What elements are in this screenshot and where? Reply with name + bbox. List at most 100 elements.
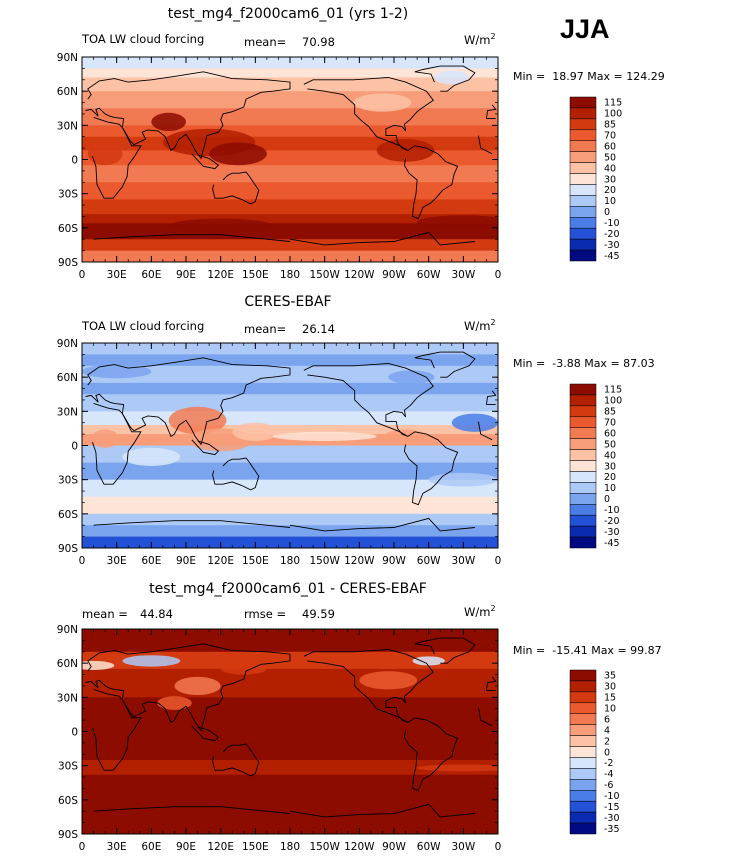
colorbar-label: 85	[604, 120, 616, 131]
panel-title: CERES-EBAF	[244, 294, 332, 310]
coastline	[303, 363, 434, 437]
colorbar-label: 2	[604, 736, 610, 747]
field-region	[122, 655, 181, 667]
field-band	[82, 445, 498, 464]
colorbar-label: 4	[604, 725, 610, 736]
coastline	[0, 638, 59, 663]
colorbar-swatch	[569, 790, 597, 802]
colorbar-swatch	[569, 724, 597, 736]
field-band	[82, 479, 498, 498]
colorbar-label: -30	[604, 240, 620, 251]
field-region	[384, 429, 427, 444]
field-region	[122, 447, 181, 466]
colorbar-swatch	[569, 811, 597, 824]
lon-tick-label: 120W	[344, 555, 375, 567]
lat-tick-label: 30S	[58, 761, 78, 773]
mean-value: 44.84	[140, 607, 173, 621]
field-region	[91, 429, 119, 448]
colorbar-swatch	[569, 746, 597, 758]
lat-tick-label: 60N	[57, 658, 78, 670]
colorbar-swatch	[569, 757, 597, 769]
rmse-value: 49.59	[302, 607, 335, 621]
lon-tick-label: 60E	[141, 841, 161, 853]
lon-tick-label: 0	[495, 269, 502, 281]
lon-tick-label: 0	[79, 841, 86, 853]
field-band	[82, 214, 498, 224]
mean-label: mean=	[244, 35, 287, 49]
colorbar-label: 115	[604, 98, 622, 109]
colorbar-label: -20	[604, 229, 620, 240]
field-region	[428, 472, 498, 487]
field-region	[388, 370, 435, 384]
lon-tick-label: 90E	[176, 269, 196, 281]
field-band	[82, 668, 498, 681]
field-region	[168, 406, 227, 435]
lat-tick-label: 0	[71, 727, 78, 739]
colorbar-label: -45	[604, 538, 620, 549]
field-region	[82, 660, 115, 670]
field-region	[209, 142, 267, 166]
colorbar-label: -15	[604, 802, 620, 813]
field-band	[82, 199, 498, 215]
lon-tick-label: 60E	[141, 555, 161, 567]
coastline	[91, 116, 142, 199]
coastline	[91, 688, 142, 771]
coastline	[414, 65, 476, 92]
colorbar-swatch	[569, 669, 597, 682]
field-region	[232, 422, 279, 441]
lon-tick-label: 60W	[417, 555, 441, 567]
coastline	[289, 231, 475, 246]
field-band	[82, 774, 498, 834]
lon-tick-label: 30E	[107, 555, 127, 567]
coastline	[706, 804, 732, 817]
mean-label: mean =	[82, 607, 128, 621]
field-band	[82, 697, 498, 761]
panel-title: test_mg4_f2000cam6_01 (yrs 1-2)	[167, 6, 409, 22]
lat-tick-label: 30N	[57, 120, 78, 132]
lon-tick-label: 90W	[382, 555, 406, 567]
field-band	[82, 680, 498, 698]
lat-tick-label: 60S	[58, 223, 78, 235]
field-region	[434, 70, 470, 85]
lon-tick-label: 180	[280, 841, 300, 853]
lon-tick-label: 90W	[382, 841, 406, 853]
field-band	[82, 759, 498, 776]
colorbar-label: 40	[604, 450, 616, 461]
lon-tick-label: 150E	[242, 269, 269, 281]
lon-tick-label: 150E	[242, 841, 269, 853]
coastline	[93, 234, 291, 242]
lat-tick-label: 90S	[58, 829, 78, 841]
lon-tick-label: 30W	[451, 269, 475, 281]
colorbar-label: 70	[604, 131, 616, 142]
lat-tick-label: 90N	[57, 52, 78, 64]
coastline	[403, 145, 459, 220]
colorbar-label: 20	[604, 472, 616, 483]
rmse-label: rmse =	[244, 607, 287, 621]
units-label: W/m2	[464, 604, 496, 619]
colorbar-label: 10	[604, 196, 616, 207]
colorbar-label: -35	[604, 824, 620, 835]
colorbar-label: 10	[604, 483, 616, 494]
colorbar-label: 50	[604, 152, 616, 163]
coastline	[0, 804, 59, 817]
colorbar-label: -10	[604, 218, 620, 229]
field-band	[82, 125, 498, 138]
lon-tick-label: 0	[79, 555, 86, 567]
coastline	[485, 104, 497, 119]
lat-tick-label: 60S	[58, 509, 78, 521]
lon-tick-label: 90E	[176, 841, 196, 853]
coastline	[191, 725, 220, 742]
colorbar-swatch	[569, 249, 597, 262]
coastline	[85, 357, 291, 446]
field-band	[82, 513, 498, 526]
field-region	[82, 364, 152, 379]
lat-tick-label: 30N	[57, 406, 78, 418]
field-region	[417, 215, 498, 229]
lon-tick-label: 90W	[382, 269, 406, 281]
field-band	[82, 425, 498, 435]
colorbar-label: 40	[604, 163, 616, 174]
lon-tick-label: 30E	[107, 269, 127, 281]
coastline	[70, 677, 79, 691]
colorbar-swatch	[569, 691, 597, 704]
